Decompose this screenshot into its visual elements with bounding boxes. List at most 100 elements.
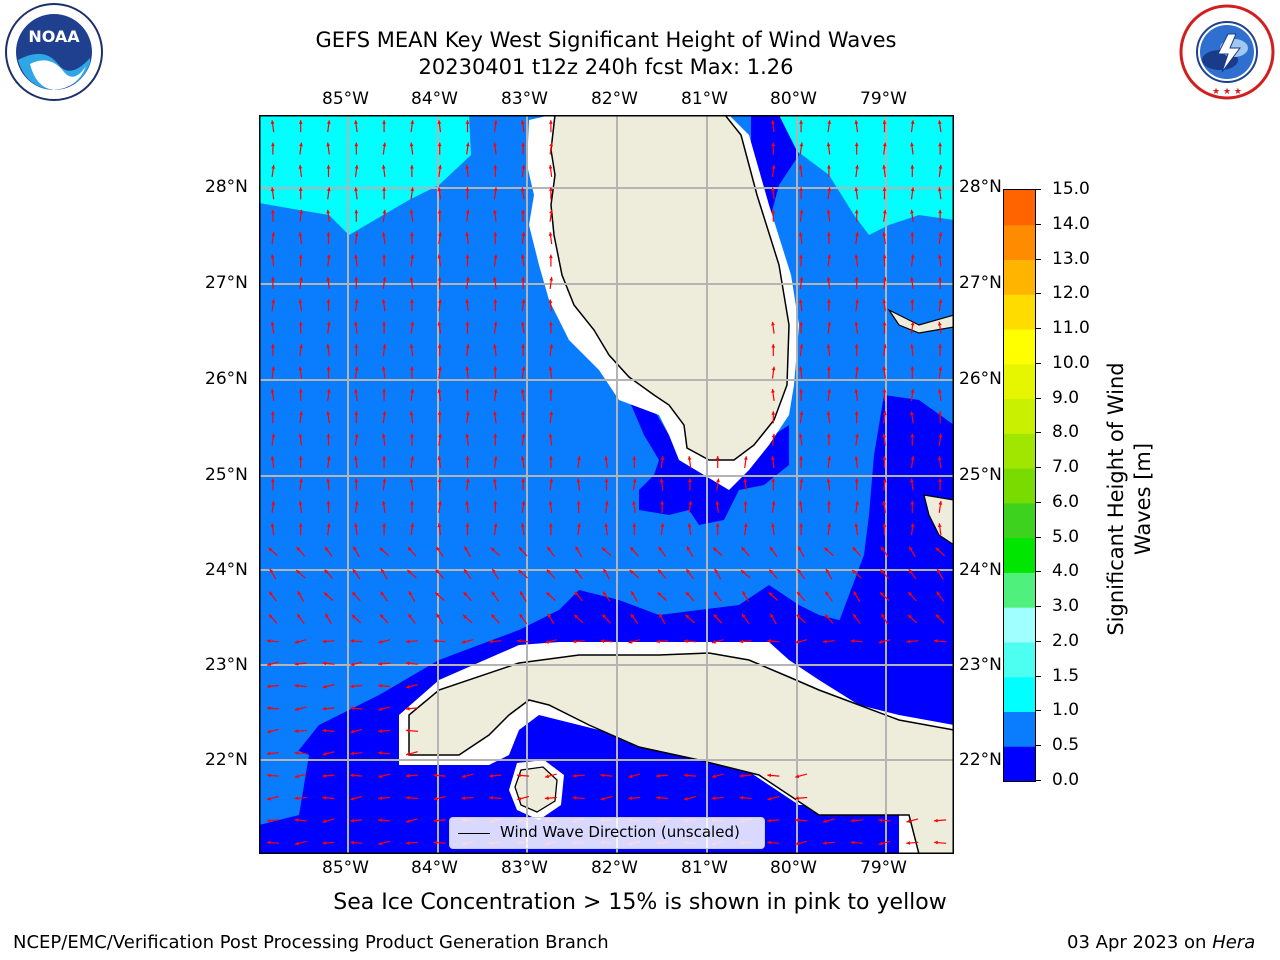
wave-arrow-head — [269, 568, 274, 573]
lat-label-left: 25°N — [205, 465, 248, 485]
wave-arrow-head — [294, 818, 299, 823]
wave-arrow-head — [549, 478, 554, 483]
lat-label-right: 28°N — [959, 177, 1002, 197]
wave-arrow-head — [408, 591, 413, 596]
wave-arrow-head — [906, 819, 911, 823]
colorbar-tick-mark — [1035, 258, 1041, 260]
wave-arrow-head — [465, 277, 470, 281]
wave-arrow-head — [520, 254, 525, 259]
wave-arrow-head — [266, 818, 271, 823]
wave-arrow-head — [493, 344, 497, 348]
wave-arrow-head — [465, 120, 470, 124]
wave-arrow-head — [298, 299, 303, 304]
wave-arrow-head — [600, 639, 605, 643]
colorbar-swatch — [1004, 398, 1035, 434]
wave-arrow-head — [493, 209, 497, 214]
wave-arrow-head — [632, 456, 637, 460]
wave-arrow-head — [437, 523, 442, 528]
wave-arrow-head — [572, 773, 577, 778]
wave-arrow-head — [854, 523, 859, 528]
wave-arrow-head — [493, 389, 498, 393]
wave-arrow-head — [934, 818, 938, 823]
wave-arrow-head — [632, 478, 637, 483]
wave-arrow-head — [882, 187, 887, 191]
wave-arrow-head — [632, 501, 636, 505]
wave-arrow-head — [437, 209, 442, 214]
wave-arrow-head — [268, 547, 273, 552]
wave-arrow-head — [520, 321, 525, 326]
wave-arrow-head — [405, 706, 410, 711]
wave-arrow-head — [406, 752, 410, 756]
wave-arrow-head — [908, 569, 913, 574]
wave-arrow-head — [266, 773, 271, 778]
wave-arrow-head — [850, 818, 855, 823]
wave-arrow-head — [628, 774, 633, 779]
wave-arrow-head — [294, 707, 299, 711]
wave-arrow-head — [409, 411, 414, 416]
wave-arrow-head — [521, 478, 525, 482]
wave-arrow-head — [266, 639, 271, 643]
wave-arrow-head — [465, 232, 470, 236]
wave-arrow-head — [465, 254, 470, 259]
wave-arrow-head — [549, 120, 553, 124]
wave-arrow-head — [405, 773, 410, 778]
wave-arrow-head — [350, 684, 354, 689]
wave-arrow-head — [465, 433, 470, 438]
wave-arrow-head — [937, 254, 942, 259]
wave-arrow-head — [271, 232, 276, 236]
wave-arrow-head — [378, 640, 383, 644]
colorbar-tick-mark — [1035, 536, 1041, 538]
isla-juventud — [514, 766, 558, 813]
wave-arrow-head — [686, 569, 690, 574]
wave-arrow-head — [405, 728, 410, 733]
wave-arrow-head — [493, 411, 497, 416]
lon-label-bottom: 85°W — [322, 858, 369, 878]
wave-arrow-head — [827, 299, 831, 303]
wave-arrow-head — [798, 232, 803, 236]
lat-label-right: 25°N — [959, 465, 1002, 485]
wave-arrow-head — [771, 321, 775, 326]
wave-arrow-head — [270, 523, 275, 528]
colorbar-swatch — [1004, 224, 1035, 261]
colorbar-tick-label: 15.0 — [1052, 179, 1090, 199]
wave-arrow-head — [325, 546, 329, 551]
wave-arrow-head — [771, 366, 776, 371]
wave-arrow-head — [854, 142, 859, 147]
wave-arrow-head — [298, 366, 303, 371]
wave-arrow-head — [855, 366, 859, 371]
wave-arrow-head — [465, 344, 470, 348]
wave-arrow-head — [438, 501, 442, 505]
wave-arrow-head — [854, 254, 859, 259]
wave-arrow-head — [382, 344, 387, 348]
wave-arrow-head — [711, 640, 716, 644]
wave-arrow-head — [604, 478, 609, 482]
wave-arrow-head — [714, 591, 718, 596]
wave-arrow-head — [683, 639, 688, 643]
wave-arrow-head — [549, 187, 553, 191]
wave-arrow-head — [715, 501, 720, 505]
wave-arrow-head — [350, 729, 355, 734]
wave-arrow-head — [491, 591, 496, 596]
wave-arrow-head — [326, 321, 331, 326]
wave-arrow-head — [493, 277, 497, 281]
colorbar-tick-mark — [1035, 328, 1041, 330]
colorbar — [1003, 189, 1036, 782]
wave-arrow-head — [410, 389, 415, 393]
sea-ice-note: Sea Ice Concentration > 15% is shown in … — [333, 890, 947, 915]
lon-label-bottom: 80°W — [770, 858, 817, 878]
wave-arrow-head — [549, 254, 553, 259]
wave-arrow-head — [741, 547, 746, 552]
wave-arrow-head — [268, 614, 273, 619]
chart-title: GEFS MEAN Key West Significant Height of… — [315, 28, 897, 52]
wave-arrow-head — [882, 209, 887, 214]
wave-arrow-head — [603, 568, 607, 573]
wave-arrow-head — [297, 614, 301, 618]
wave-arrow-head — [354, 344, 359, 348]
wave-arrow-head — [827, 456, 832, 460]
wave-arrow-head — [825, 591, 829, 596]
wave-arrow-head — [437, 142, 442, 147]
lat-label-left: 23°N — [205, 655, 248, 675]
wave-arrow-head — [267, 796, 271, 801]
wave-arrow-head — [882, 388, 887, 393]
wave-arrow-head — [378, 662, 382, 666]
